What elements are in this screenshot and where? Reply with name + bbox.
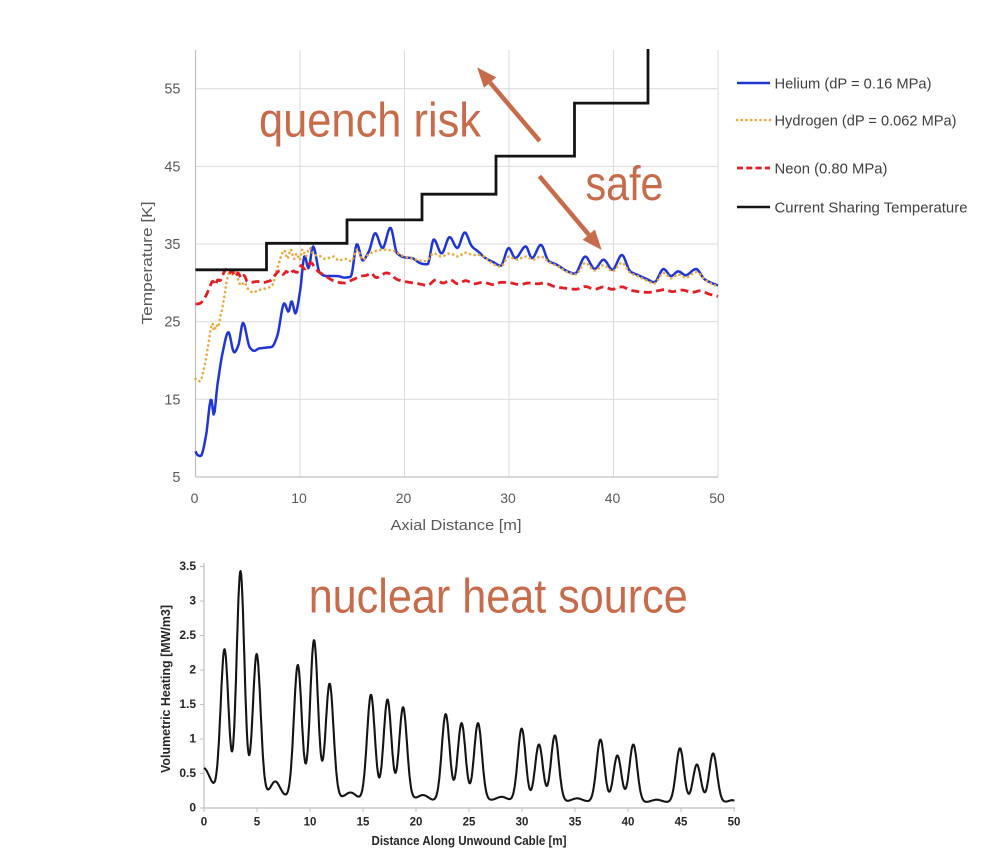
svg-text:Current Sharing Temperature: Current Sharing Temperature xyxy=(775,199,968,216)
svg-text:45: 45 xyxy=(164,159,180,175)
svg-text:Volumetric Heating [MW/m3]: Volumetric Heating [MW/m3] xyxy=(158,605,173,773)
svg-text:0.5: 0.5 xyxy=(179,766,196,780)
svg-text:50: 50 xyxy=(709,490,725,506)
svg-text:quench risk: quench risk xyxy=(259,94,482,147)
svg-text:0: 0 xyxy=(201,817,207,829)
svg-text:0: 0 xyxy=(191,490,199,506)
svg-text:35: 35 xyxy=(569,817,582,829)
svg-text:30: 30 xyxy=(500,490,516,506)
svg-text:1.5: 1.5 xyxy=(179,697,196,711)
svg-text:Helium (dP = 0.16 MPa): Helium (dP = 0.16 MPa) xyxy=(775,75,932,92)
svg-text:15: 15 xyxy=(164,392,180,408)
svg-text:15: 15 xyxy=(357,817,370,829)
svg-text:0: 0 xyxy=(189,801,196,815)
svg-text:5: 5 xyxy=(172,470,180,486)
svg-text:Hydrogen (dP = 0.062 MPa): Hydrogen (dP = 0.062 MPa) xyxy=(775,112,957,129)
svg-text:20: 20 xyxy=(410,817,423,829)
svg-text:3: 3 xyxy=(189,594,196,608)
svg-text:45: 45 xyxy=(675,817,688,829)
svg-text:2.5: 2.5 xyxy=(179,628,196,642)
svg-text:20: 20 xyxy=(396,490,412,506)
svg-text:Distance Along Unwound Cable [: Distance Along Unwound Cable [m] xyxy=(372,834,567,848)
svg-text:50: 50 xyxy=(728,817,741,829)
svg-text:Temperature [K]: Temperature [K] xyxy=(139,202,156,325)
svg-text:10: 10 xyxy=(291,490,307,506)
svg-text:25: 25 xyxy=(164,315,180,331)
svg-text:Axial Distance [m]: Axial Distance [m] xyxy=(391,517,522,534)
svg-text:2: 2 xyxy=(189,663,196,677)
svg-text:40: 40 xyxy=(605,490,621,506)
svg-text:1: 1 xyxy=(189,732,196,746)
svg-text:5: 5 xyxy=(254,817,261,829)
svg-text:10: 10 xyxy=(304,817,317,829)
svg-text:safe: safe xyxy=(586,158,664,211)
svg-text:3.5: 3.5 xyxy=(179,559,196,573)
svg-text:25: 25 xyxy=(463,817,476,829)
svg-text:nuclear heat source: nuclear heat source xyxy=(309,571,688,624)
svg-text:55: 55 xyxy=(164,82,180,98)
svg-text:40: 40 xyxy=(622,817,635,829)
svg-text:30: 30 xyxy=(516,817,529,829)
svg-text:Neon (0.80 MPa): Neon (0.80 MPa) xyxy=(775,160,888,177)
svg-text:35: 35 xyxy=(164,237,180,253)
